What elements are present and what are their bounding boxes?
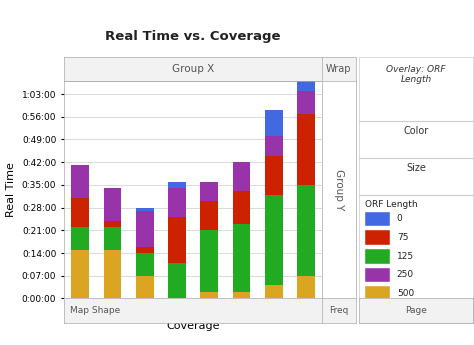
Bar <box>136 211 154 247</box>
Text: Freq: Freq <box>329 306 348 315</box>
Bar <box>297 276 315 298</box>
Bar <box>136 247 154 253</box>
Bar <box>265 285 283 298</box>
Text: 125: 125 <box>397 252 414 261</box>
Text: 500: 500 <box>397 289 414 298</box>
Text: 0: 0 <box>397 215 402 224</box>
X-axis label: Coverage: Coverage <box>166 321 220 331</box>
Text: Wrap: Wrap <box>326 64 352 74</box>
Text: Group X: Group X <box>172 64 214 74</box>
Bar <box>103 188 121 220</box>
Text: ORF Length: ORF Length <box>365 200 418 209</box>
Bar <box>201 230 218 292</box>
Bar <box>265 195 283 285</box>
FancyBboxPatch shape <box>365 212 390 226</box>
Bar <box>103 220 121 227</box>
Bar <box>136 276 154 298</box>
Bar <box>168 181 186 188</box>
Bar <box>103 250 121 298</box>
Bar <box>297 91 315 114</box>
Bar <box>136 208 154 211</box>
Bar <box>297 185 315 276</box>
Y-axis label: Real Time: Real Time <box>6 162 16 217</box>
Text: Group Y: Group Y <box>334 169 344 210</box>
FancyBboxPatch shape <box>365 268 390 282</box>
Bar <box>233 292 250 298</box>
Bar <box>201 292 218 298</box>
Text: Color: Color <box>403 126 429 136</box>
Text: Page: Page <box>405 306 427 315</box>
Text: Overlay: ORF
Length: Overlay: ORF Length <box>386 65 446 84</box>
Bar <box>168 263 186 298</box>
Bar <box>136 253 154 276</box>
Bar <box>201 201 218 230</box>
FancyBboxPatch shape <box>365 230 390 245</box>
Text: Size: Size <box>406 163 426 173</box>
Bar <box>265 110 283 136</box>
Bar <box>168 188 186 217</box>
Text: Map Shape: Map Shape <box>70 306 120 315</box>
Text: Real Time vs. Coverage: Real Time vs. Coverage <box>105 30 281 43</box>
Bar <box>71 250 89 298</box>
Bar <box>265 136 283 156</box>
Bar <box>297 114 315 185</box>
Bar <box>71 227 89 250</box>
Bar <box>103 227 121 250</box>
Bar <box>265 156 283 195</box>
FancyBboxPatch shape <box>365 286 390 301</box>
Bar <box>233 162 250 191</box>
Bar <box>233 191 250 224</box>
Bar <box>71 165 89 198</box>
Bar <box>233 224 250 292</box>
Bar <box>201 181 218 201</box>
Bar <box>297 0 315 91</box>
Text: 250: 250 <box>397 270 414 279</box>
FancyBboxPatch shape <box>365 249 390 264</box>
Text: 75: 75 <box>397 233 408 242</box>
Bar <box>71 198 89 227</box>
Bar <box>168 217 186 263</box>
